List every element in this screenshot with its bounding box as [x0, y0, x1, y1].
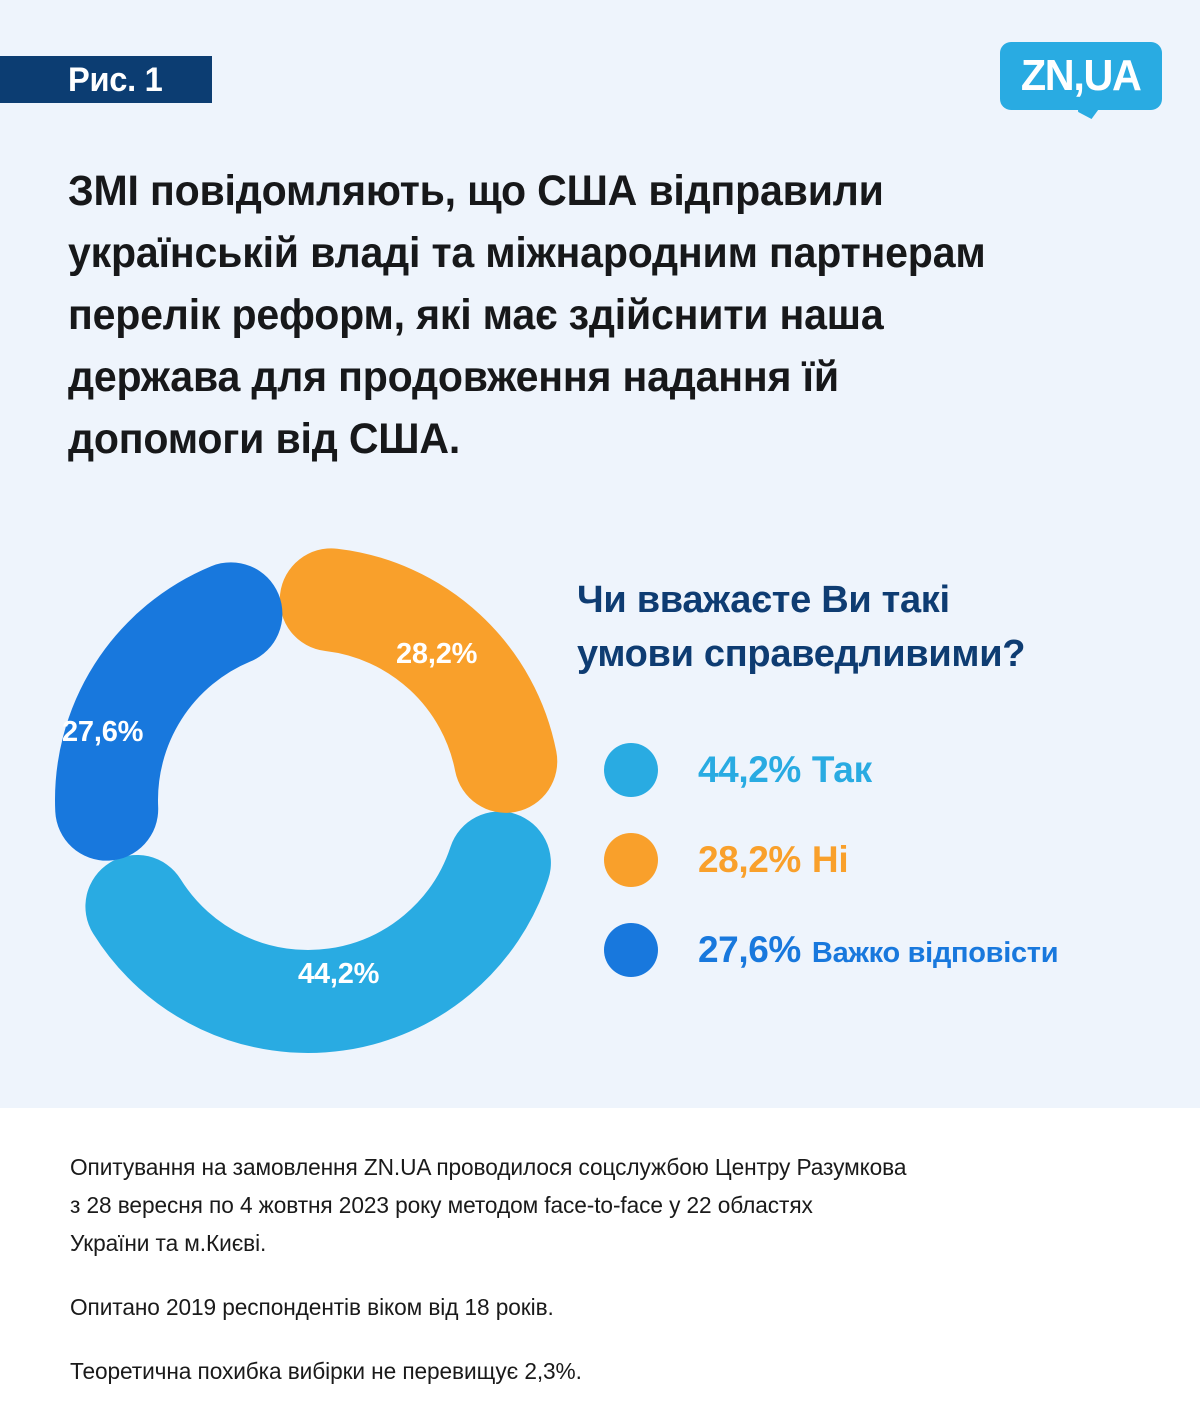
- legend-swatch-icon: [604, 743, 658, 797]
- slice-label-yes: 44,2%: [298, 958, 380, 990]
- figure-number-badge: Рис. 1: [0, 56, 212, 103]
- footnote-paragraph: Теоретична похибка вибірки не перевищує …: [70, 1352, 1140, 1390]
- footnote-line: Опитування на замовлення ZN.UA проводило…: [70, 1154, 907, 1180]
- zn-ua-logo[interactable]: ZN,UA: [1000, 42, 1162, 120]
- chart-question-line: Чи вважаєте Ви такі: [577, 579, 950, 621]
- footnote-paragraph: Опитування на замовлення ZN.UA проводило…: [70, 1148, 1140, 1262]
- legend-text: 27,6% Важко відповісти: [698, 929, 1059, 971]
- chart-legend: 44,2% Так 28,2% Ні 27,6% Важко відповіст…: [604, 733, 1164, 1003]
- footnote-paragraph: Опитано 2019 респондентів віком від 18 р…: [70, 1288, 1140, 1326]
- legend-swatch-icon: [604, 923, 658, 977]
- footnote-line: Опитано 2019 респондентів віком від 18 р…: [70, 1294, 554, 1320]
- footnote-line: Теоретична похибка вибірки не перевищує …: [70, 1358, 582, 1384]
- headline-line: допомоги від США.: [68, 415, 461, 463]
- headline-line: ЗМІ повідомляють, що США відправили: [68, 167, 884, 215]
- legend-label: Так: [811, 749, 872, 790]
- donut-segment: [55, 547, 561, 1053]
- chart-question: Чи вважаєте Ви такі умови справедливими?: [577, 573, 1157, 681]
- headline: ЗМІ повідомляють, що США відправили укра…: [68, 160, 1158, 470]
- logo-text: ZN,UA: [1021, 51, 1142, 100]
- legend-item-yes: 44,2% Так: [604, 733, 1164, 807]
- headline-line: держава для продовження надання їй: [68, 353, 839, 401]
- chart-question-line: умови справедливими?: [577, 633, 1026, 675]
- footnote-line: України та м.Києві.: [70, 1230, 267, 1256]
- slice-label-hard: 27,6%: [62, 716, 144, 748]
- legend-item-no: 28,2% Ні: [604, 823, 1164, 897]
- legend-percent: 44,2%: [698, 749, 801, 790]
- figure-number-label: Рис. 1: [67, 60, 163, 99]
- legend-swatch-icon: [604, 833, 658, 887]
- donut-chart-svg: [55, 547, 561, 1053]
- legend-text: 28,2% Ні: [698, 839, 849, 881]
- legend-percent: 28,2%: [698, 839, 801, 880]
- footnotes: Опитування на замовлення ZN.UA проводило…: [70, 1148, 1140, 1405]
- headline-line: українській владі та міжнародним партнер…: [68, 229, 986, 277]
- legend-percent: 27,6%: [698, 929, 801, 970]
- legend-label: Ні: [811, 839, 849, 880]
- headline-line: перелік реформ, які має здійснити наша: [68, 291, 884, 339]
- slice-label-ni: 28,2%: [396, 638, 478, 670]
- legend-label: Важко відповісти: [811, 937, 1059, 969]
- footnote-line: з 28 вересня по 4 жовтня 2023 року метод…: [70, 1192, 813, 1218]
- donut-segment: [55, 547, 561, 1053]
- legend-item-hard-to-answer: 27,6% Важко відповісти: [604, 913, 1164, 987]
- donut-chart: 28,2% 27,6% 44,2%: [54, 546, 562, 1054]
- logo-bubble-icon: ZN,UA: [1000, 42, 1162, 110]
- legend-text: 44,2% Так: [698, 749, 872, 791]
